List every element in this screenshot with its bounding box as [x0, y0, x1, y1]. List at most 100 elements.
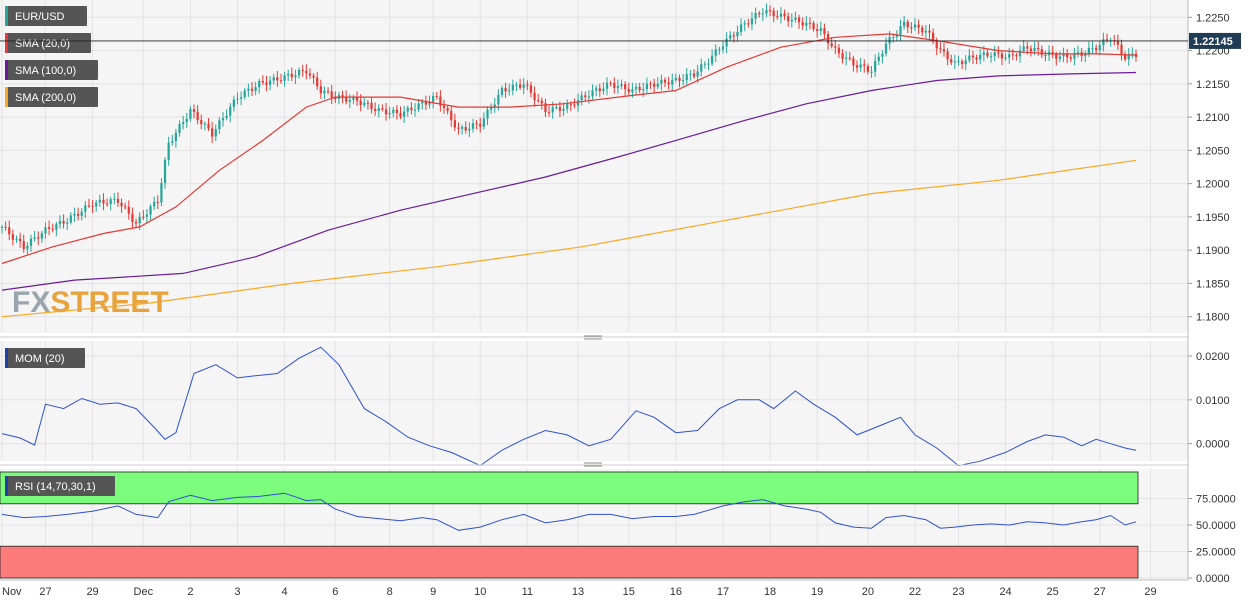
candle-body [192, 109, 196, 112]
candle-body [305, 70, 308, 74]
candle-body [576, 100, 580, 106]
candle-body [718, 49, 721, 51]
candle-body [453, 120, 456, 128]
candle-body [1029, 48, 1033, 52]
y-tick-label: 50.0000 [1196, 520, 1236, 532]
candle-body [837, 47, 841, 54]
candle-body [131, 213, 134, 222]
candle-body [620, 84, 623, 87]
candle-body [743, 23, 746, 25]
candle-body [229, 106, 232, 116]
candle-body [888, 37, 891, 44]
candle-body [424, 101, 428, 105]
candle-body [1134, 53, 1138, 57]
candle-body [51, 228, 54, 230]
candle-body [1102, 39, 1105, 46]
candle-body [1033, 47, 1036, 52]
candle-body [326, 90, 330, 92]
candle-body [207, 123, 210, 129]
candle-body [808, 22, 812, 24]
candle-body [551, 107, 554, 113]
candle-body [55, 224, 58, 230]
resize-handle-2[interactable] [584, 462, 602, 467]
candle-body [410, 107, 413, 111]
candle-body [160, 183, 163, 203]
candle-body [69, 215, 72, 223]
price-legend-1-swatch [5, 33, 8, 53]
candle-body [1058, 56, 1062, 59]
candle-body [76, 213, 80, 216]
candle-body [1062, 54, 1065, 57]
candle-body [265, 82, 268, 85]
candle-body [1018, 50, 1022, 57]
candle-body [558, 106, 562, 111]
candle-body [1124, 54, 1127, 60]
candle-body [330, 91, 333, 98]
candle-body [500, 87, 504, 95]
candle-body [714, 49, 717, 56]
candle-body [653, 83, 656, 87]
candle-body [102, 199, 105, 204]
mom-panel [0, 341, 1188, 461]
candle-body [363, 102, 366, 106]
x-tick-label: 20 [862, 586, 874, 598]
candle-body [787, 16, 790, 22]
x-tick-label: 8 [387, 586, 393, 598]
y-tick-label: 25.0000 [1196, 547, 1236, 559]
candle-body [236, 98, 239, 100]
candle-body [268, 80, 272, 85]
resize-handle-1[interactable] [584, 335, 602, 340]
candle-body [739, 24, 743, 32]
candle-body [772, 10, 775, 17]
candle-body [464, 127, 467, 131]
candle-body [663, 79, 667, 83]
last-price-tag: 1.22145 [0, 32, 1241, 49]
price-panel [0, 0, 1188, 333]
rsi-legend-box [5, 476, 115, 496]
candle-body [526, 84, 529, 86]
candle-body [761, 13, 764, 15]
price-legend-0-text: EUR/USD [15, 11, 65, 23]
candle-body [1026, 46, 1029, 49]
candle-body [674, 77, 678, 81]
candle-body [11, 234, 14, 240]
candle-body [439, 96, 442, 106]
candle-body [73, 213, 76, 216]
candle-body [18, 238, 22, 242]
candle-body [1004, 57, 1007, 59]
candle-body [258, 80, 261, 88]
candle-body [515, 84, 518, 86]
candle-body [598, 88, 601, 92]
candle-body [80, 211, 83, 216]
candle-body [124, 206, 127, 208]
candle-body [899, 26, 902, 35]
candle-body [142, 216, 145, 218]
y-tick-label: 1.2050 [1196, 145, 1230, 157]
candle-body [982, 52, 985, 55]
candle-body [649, 83, 652, 85]
candle-body [605, 82, 609, 89]
candle-body [573, 104, 576, 106]
candle-body [931, 32, 935, 42]
candle-body [700, 64, 703, 72]
y-tick-label: 1.2150 [1196, 79, 1230, 91]
candle-body [1066, 54, 1069, 58]
candle-body [721, 46, 725, 50]
candle-body [1008, 54, 1011, 58]
candle-body [44, 227, 47, 234]
candle-body [638, 86, 641, 91]
candle-body [750, 18, 754, 25]
x-tick-label: 6 [332, 586, 338, 598]
candle-body [127, 206, 130, 214]
candle-body [910, 27, 913, 29]
candle-body [486, 109, 489, 119]
candle-body [533, 92, 536, 101]
candle-body [435, 95, 438, 97]
candle-body [522, 84, 525, 88]
candle-body [203, 123, 207, 125]
series-layer [0, 3, 1138, 531]
candle-body [145, 214, 149, 217]
candle-body [953, 61, 956, 63]
price-legend-2-text: SMA (100,0) [15, 65, 76, 77]
